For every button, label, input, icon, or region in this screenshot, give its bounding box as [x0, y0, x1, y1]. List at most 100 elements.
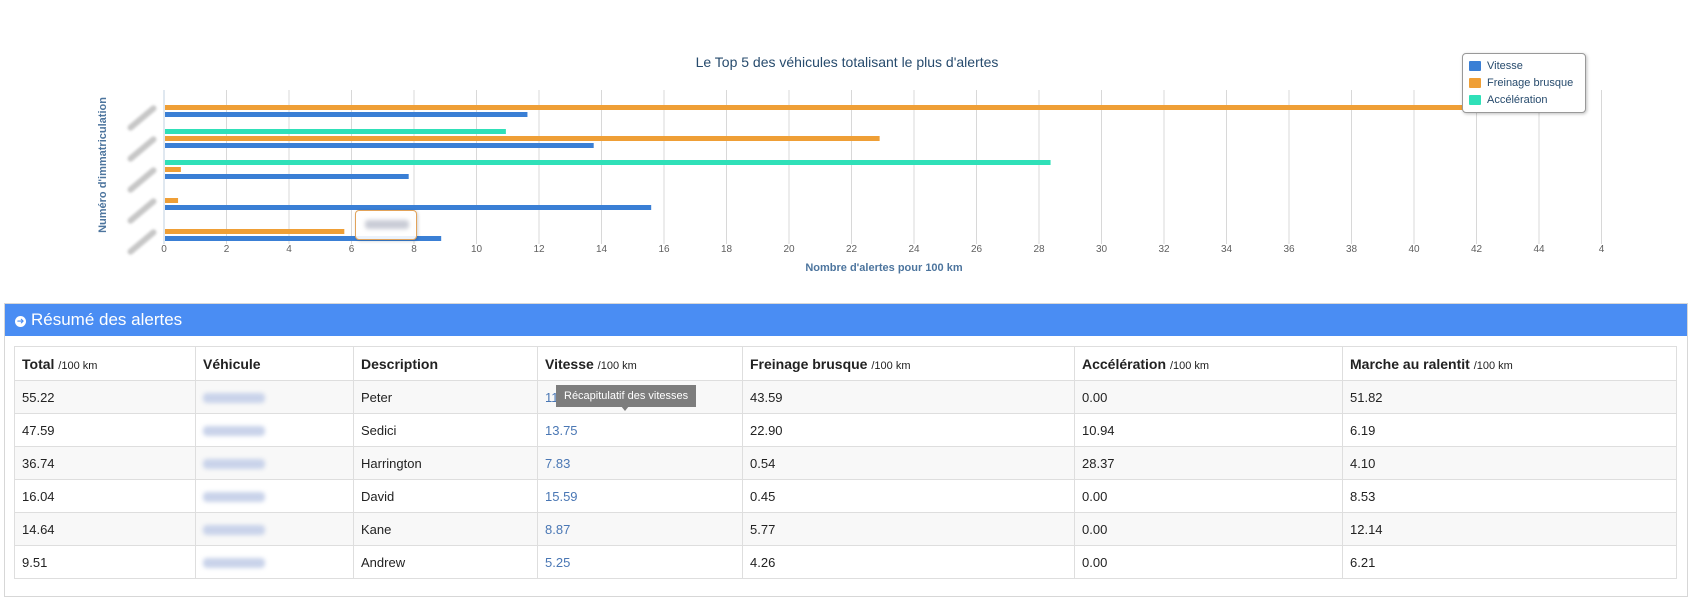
x-axis-label: Nombre d'alertes pour 100 km — [805, 262, 963, 274]
legend-label: Vitesse — [1487, 60, 1523, 72]
table-row: 16.04 David 15.59 0.45 0.00 8.53 — [14, 479, 1677, 513]
cell-freinage: 0.45 — [742, 479, 1075, 513]
cell-description: Andrew — [353, 545, 538, 579]
cell-total: 55.22 — [14, 380, 196, 414]
x-tick-label: 0 — [161, 244, 167, 255]
x-tick-label: 22 — [846, 244, 858, 255]
cell-ralenti: 6.21 — [1342, 545, 1677, 579]
col-header-vitesse[interactable]: Vitesse /100 km — [537, 346, 743, 381]
col-label: Accélération — [1082, 355, 1167, 372]
category-label — [127, 229, 157, 255]
x-tick-label: 6 — [349, 244, 355, 255]
cell-acceleration: 0.00 — [1074, 512, 1343, 546]
panel-heading[interactable]: ➜ Résumé des alertes — [5, 304, 1687, 336]
cell-ralenti: 6.19 — [1342, 413, 1677, 447]
legend-item-freinage[interactable]: Freinage brusque — [1469, 76, 1573, 90]
cell-ralenti: 4.10 — [1342, 446, 1677, 480]
blurred-plate[interactable] — [203, 459, 265, 470]
col-label: Description — [361, 355, 439, 372]
table-row: 36.74 Harrington 7.83 0.54 28.37 4.10 — [14, 446, 1677, 480]
cell-vitesse[interactable]: 7.83 — [537, 446, 743, 480]
cell-ralenti: 8.53 — [1342, 479, 1677, 513]
cell-vehicule[interactable] — [195, 545, 354, 579]
x-tick-label: 20 — [783, 244, 795, 255]
category-label — [127, 136, 157, 162]
cell-vehicule[interactable] — [195, 413, 354, 447]
blurred-plate[interactable] — [203, 426, 265, 437]
blurred-plate — [365, 220, 409, 229]
cell-description: Kane — [353, 512, 538, 546]
cell-total: 47.59 — [14, 413, 196, 447]
cell-total: 14.64 — [14, 512, 196, 546]
cell-freinage: 22.90 — [742, 413, 1075, 447]
bar-acceleration — [165, 160, 1051, 165]
col-label: Véhicule — [203, 355, 261, 372]
cell-freinage: 5.77 — [742, 512, 1075, 546]
legend-swatch-freinage — [1469, 78, 1481, 89]
cell-total: 36.74 — [14, 446, 196, 480]
cell-freinage: 0.54 — [742, 446, 1075, 480]
alerts-chart: Le Top 5 des véhicules totalisant le plu… — [0, 0, 1694, 290]
cell-total: 16.04 — [14, 479, 196, 513]
alerts-table: Total /100 km Véhicule Description Vites… — [14, 346, 1677, 579]
cell-acceleration: 0.00 — [1074, 380, 1343, 414]
panel-title: Résumé des alertes — [31, 310, 183, 329]
table-row: 14.64 Kane 8.87 5.77 0.00 12.14 — [14, 512, 1677, 546]
x-tick-label: 34 — [1221, 244, 1233, 255]
blurred-plate[interactable] — [203, 525, 265, 536]
bar-acceleration — [165, 129, 506, 134]
col-unit: /100 km — [871, 359, 911, 372]
legend-item-acceleration[interactable]: Accélération — [1469, 93, 1548, 107]
col-header-description[interactable]: Description — [353, 346, 538, 381]
blurred-plate[interactable] — [203, 492, 265, 503]
col-label: Total — [22, 355, 55, 372]
x-tick-label: 24 — [908, 244, 920, 255]
col-label: Marche au ralentit — [1350, 355, 1470, 372]
x-tick-label: 26 — [971, 244, 983, 255]
cell-description: Peter — [353, 380, 538, 414]
col-header-vehicule[interactable]: Véhicule — [195, 346, 354, 381]
cell-vitesse[interactable]: 8.87 — [537, 512, 743, 546]
blurred-plate[interactable] — [203, 558, 265, 569]
chart-title: Le Top 5 des véhicules totalisant le plu… — [696, 54, 999, 70]
col-unit: /100 km — [1169, 359, 1210, 372]
cell-acceleration: 10.94 — [1074, 413, 1343, 447]
bar-freinage — [165, 105, 1527, 110]
cell-vitesse[interactable]: 15.59 — [537, 479, 743, 513]
bar-vitesse — [165, 174, 409, 179]
col-header-acceleration[interactable]: Accélération /100 km — [1074, 346, 1343, 381]
category-label — [127, 198, 157, 224]
legend-label: Accélération — [1487, 94, 1548, 106]
circle-arrow-icon: ➜ — [15, 316, 26, 327]
x-tick-label: 32 — [1158, 244, 1170, 255]
col-header-freinage[interactable]: Freinage brusque /100 km — [742, 346, 1075, 381]
cell-freinage: 43.59 — [742, 380, 1075, 414]
bar-freinage — [165, 229, 345, 234]
cell-vehicule[interactable] — [195, 446, 354, 480]
col-label: Vitesse — [545, 355, 594, 372]
cell-ralenti: 12.14 — [1342, 512, 1677, 546]
cell-acceleration: 28.37 — [1074, 446, 1343, 480]
cell-acceleration: 0.00 — [1074, 545, 1343, 579]
cell-ralenti: 51.82 — [1342, 380, 1677, 414]
cell-vehicule[interactable] — [195, 479, 354, 513]
alerts-summary-panel: ➜ Résumé des alertes Total /100 km Véhicu… — [4, 303, 1688, 597]
bar-vitesse — [165, 112, 528, 117]
x-tick-label: 4 — [286, 244, 292, 255]
category-label — [127, 105, 157, 131]
blurred-plate[interactable] — [203, 393, 265, 404]
cell-vehicule[interactable] — [195, 512, 354, 546]
col-header-ralenti[interactable]: Marche au ralentit /100 km — [1342, 346, 1677, 381]
cell-vehicule[interactable] — [195, 380, 354, 414]
y-axis-label: Numéro d'immatriculation — [97, 97, 109, 233]
col-header-total[interactable]: Total /100 km — [14, 346, 196, 381]
cell-vitesse[interactable]: 5.25 — [537, 545, 743, 579]
x-tick-label: 12 — [533, 244, 545, 255]
bar-freinage — [165, 136, 880, 141]
table-header-row: Total /100 km Véhicule Description Vites… — [14, 346, 1677, 381]
cell-vitesse[interactable]: 13.75 — [537, 413, 743, 447]
legend-item-vitesse[interactable]: Vitesse — [1469, 59, 1523, 73]
speed-summary-tooltip: Récapitulatif des vitesses — [556, 385, 697, 407]
bar-freinage — [165, 198, 179, 203]
